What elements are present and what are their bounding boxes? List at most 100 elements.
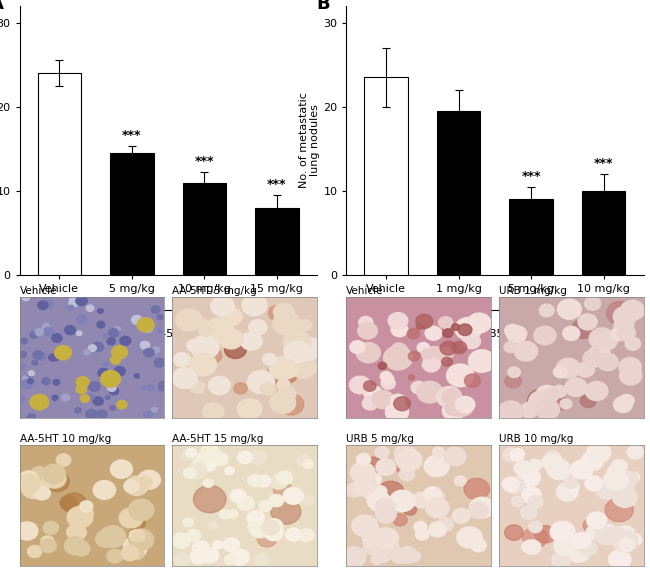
Circle shape [585, 382, 608, 400]
Circle shape [208, 522, 218, 530]
Circle shape [88, 382, 100, 391]
Circle shape [536, 386, 558, 404]
Circle shape [408, 375, 415, 380]
Circle shape [34, 472, 55, 489]
Circle shape [204, 348, 222, 363]
Circle shape [183, 449, 196, 460]
Circle shape [92, 342, 103, 352]
Circle shape [619, 394, 634, 407]
Circle shape [296, 454, 311, 466]
Circle shape [619, 366, 642, 385]
Circle shape [18, 474, 40, 493]
Text: Vehicle: Vehicle [20, 286, 57, 296]
Circle shape [62, 493, 86, 514]
Circle shape [444, 454, 456, 464]
Circle shape [205, 318, 233, 341]
Circle shape [124, 539, 147, 558]
Circle shape [527, 389, 556, 413]
Circle shape [388, 312, 408, 329]
Circle shape [408, 551, 421, 562]
Circle shape [510, 448, 525, 460]
Circle shape [444, 447, 466, 466]
Circle shape [443, 329, 453, 337]
Circle shape [93, 480, 116, 499]
Circle shape [76, 385, 86, 394]
Circle shape [151, 306, 160, 313]
Circle shape [262, 521, 279, 535]
Circle shape [131, 549, 144, 559]
Circle shape [424, 455, 449, 476]
Circle shape [257, 475, 271, 487]
Circle shape [124, 480, 139, 492]
Circle shape [248, 522, 257, 530]
Text: ***: *** [594, 157, 614, 170]
Circle shape [182, 315, 196, 326]
Circle shape [514, 460, 532, 475]
Circle shape [536, 399, 560, 419]
Circle shape [504, 341, 517, 353]
Circle shape [612, 487, 637, 507]
Circle shape [445, 400, 464, 416]
Circle shape [465, 374, 480, 387]
Circle shape [455, 317, 482, 340]
Circle shape [276, 471, 292, 484]
Circle shape [362, 397, 378, 410]
Circle shape [286, 528, 302, 541]
Circle shape [578, 314, 597, 330]
Circle shape [234, 383, 247, 394]
Circle shape [577, 362, 595, 377]
Circle shape [469, 350, 495, 372]
Text: ***: *** [521, 169, 541, 182]
Circle shape [96, 530, 116, 547]
Circle shape [117, 400, 127, 409]
Circle shape [425, 326, 442, 340]
Circle shape [42, 323, 49, 329]
Circle shape [107, 549, 123, 563]
Circle shape [449, 452, 464, 466]
Circle shape [614, 396, 632, 412]
Circle shape [364, 386, 382, 401]
Circle shape [395, 459, 411, 473]
Circle shape [586, 352, 603, 367]
Circle shape [378, 481, 404, 503]
Circle shape [294, 353, 309, 366]
Text: URB 10 mg/kg: URB 10 mg/kg [499, 434, 573, 444]
Circle shape [463, 334, 480, 349]
Circle shape [439, 317, 452, 328]
Circle shape [249, 450, 266, 464]
Circle shape [374, 538, 399, 559]
Text: Vehicle: Vehicle [346, 286, 384, 296]
Circle shape [605, 498, 633, 522]
Circle shape [391, 344, 408, 358]
Circle shape [556, 358, 580, 378]
Circle shape [211, 296, 235, 316]
Circle shape [275, 365, 287, 375]
Text: ***: *** [194, 155, 214, 168]
Circle shape [88, 345, 96, 351]
Circle shape [505, 477, 525, 494]
Circle shape [416, 324, 423, 329]
Circle shape [429, 522, 447, 537]
Circle shape [237, 399, 262, 419]
Circle shape [131, 315, 142, 324]
Circle shape [437, 518, 454, 531]
Circle shape [356, 454, 370, 466]
Circle shape [260, 383, 275, 395]
Circle shape [432, 447, 444, 457]
Circle shape [376, 498, 395, 515]
Circle shape [237, 451, 252, 464]
Circle shape [356, 343, 380, 363]
Circle shape [190, 380, 205, 393]
Circle shape [219, 510, 230, 519]
Circle shape [20, 351, 27, 358]
Circle shape [580, 394, 596, 407]
Circle shape [28, 371, 34, 376]
Circle shape [30, 394, 49, 410]
Circle shape [227, 510, 238, 518]
Circle shape [269, 356, 296, 380]
Circle shape [198, 541, 209, 551]
Circle shape [35, 329, 44, 336]
Circle shape [504, 525, 523, 541]
Circle shape [380, 371, 392, 382]
Circle shape [67, 524, 86, 541]
